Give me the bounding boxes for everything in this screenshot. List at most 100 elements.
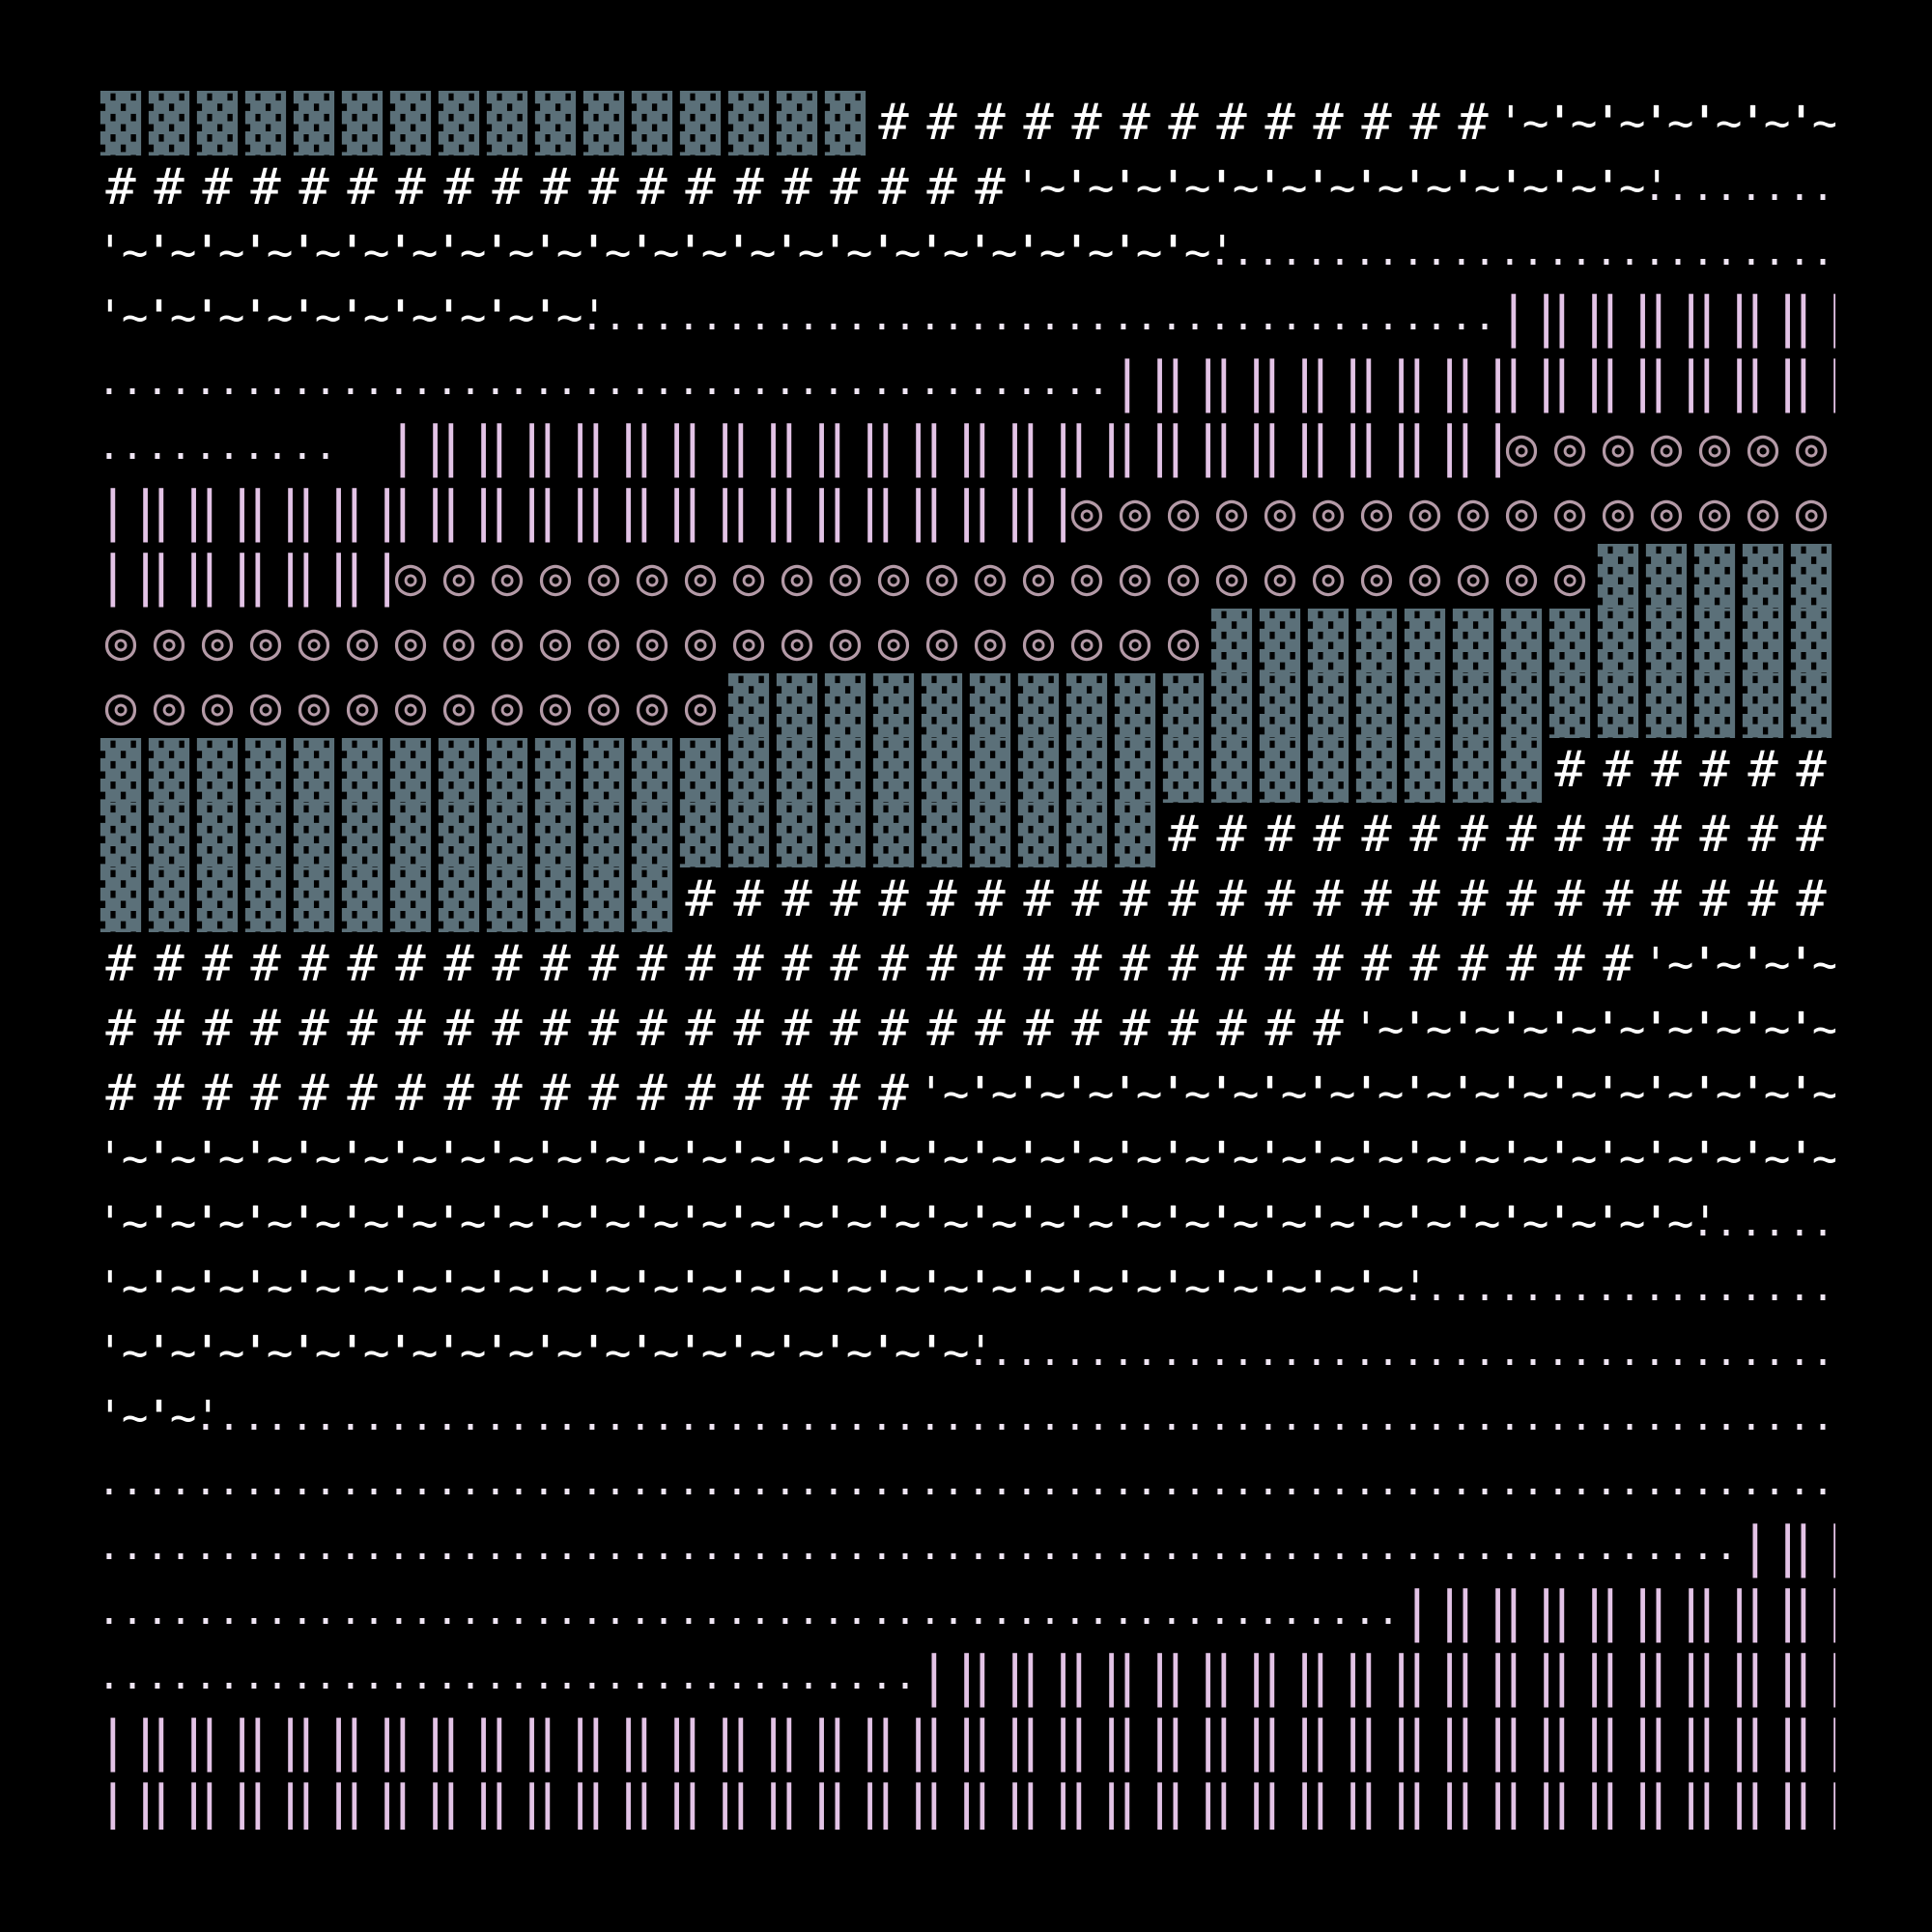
hash-glyph: #	[975, 158, 1006, 216]
bars-glyph: ||	[1111, 415, 1177, 478]
dots-glyph: ..	[386, 1395, 435, 1439]
block-glyph: ▓	[438, 91, 480, 156]
tilde-glyph: '~'	[773, 226, 849, 278]
dots-glyph: ..	[676, 1524, 724, 1569]
dots-glyph: ..	[435, 1524, 483, 1569]
dots-glyph: ..	[1304, 1395, 1352, 1439]
block-glyph: ▓	[631, 91, 673, 156]
dots-glyph: ..	[193, 1460, 242, 1504]
tilde-glyph: '~'	[1497, 97, 1574, 149]
tilde-glyph: '~'	[1159, 1132, 1236, 1184]
hash-glyph: #	[637, 935, 668, 993]
hash-glyph: #	[540, 1000, 571, 1058]
tilde-glyph: '~'	[1690, 1003, 1767, 1055]
dots-glyph: ..	[483, 1524, 531, 1569]
block-glyph: ▓	[293, 803, 335, 867]
glyph-row: ........................................…	[97, 1515, 1835, 1579]
bars-glyph: ||	[1497, 1645, 1563, 1708]
block-glyph: ▓	[824, 738, 867, 803]
dots-glyph: ..	[1739, 1330, 1787, 1375]
bars-glyph: ||	[1642, 1710, 1708, 1773]
bars-glyph: ||	[1546, 1775, 1611, 1830]
tilde-glyph: '~'	[869, 1326, 946, 1378]
bars-glyph: ||	[1111, 1775, 1177, 1830]
dots-glyph: ..	[821, 1395, 869, 1439]
rings-glyph: ◎	[153, 611, 185, 671]
dots-glyph: ..	[1497, 1395, 1546, 1439]
bars-glyph: ||	[386, 480, 452, 543]
tilde-glyph: '~'	[483, 1262, 559, 1314]
bars-glyph: ||	[1787, 1775, 1835, 1830]
bars-glyph: ||	[1739, 1775, 1804, 1830]
dots-glyph: ..	[1401, 1330, 1449, 1375]
hash-glyph: #	[1361, 94, 1392, 152]
rings-glyph: ◎	[636, 546, 668, 607]
tilde-glyph: '~'	[1014, 161, 1091, 213]
hash-glyph: #	[1168, 806, 1199, 864]
block-glyph: ▓	[148, 803, 190, 867]
hash-glyph: #	[926, 94, 957, 152]
block-glyph: ▓	[1307, 609, 1350, 673]
dots-glyph: ..	[821, 1654, 869, 1698]
hash-glyph: #	[685, 935, 716, 993]
dots-glyph: ..	[338, 1395, 386, 1439]
block-glyph: ▓	[438, 867, 480, 932]
tilde-glyph: '~'	[1063, 161, 1139, 213]
glyph-row: || || || || || || || || || || || || || || || || || || || ||…	[97, 479, 1835, 544]
block-glyph: ▓	[196, 803, 239, 867]
rings-glyph: ◎	[394, 546, 427, 607]
block-glyph: ▓	[1693, 544, 1736, 609]
block-glyph: ▓	[824, 91, 867, 156]
hash-glyph: #	[1313, 806, 1344, 864]
bars-glyph: ||	[1690, 351, 1756, 413]
dots-glyph: ..	[1594, 1524, 1642, 1569]
block-glyph: ▓	[1210, 609, 1253, 673]
dots-glyph: ..	[97, 1524, 145, 1569]
block-glyph: ▓	[1597, 544, 1639, 609]
bars-glyph: ||	[1690, 286, 1756, 349]
block-glyph: ▓	[244, 91, 287, 156]
block-glyph: ▓	[1790, 609, 1833, 673]
tilde-glyph: '~'	[531, 1197, 608, 1249]
tilde-glyph: '~'	[1739, 1132, 1815, 1184]
hash-glyph: #	[1409, 94, 1440, 152]
hash-glyph: #	[1216, 870, 1247, 928]
block-glyph: ▓	[244, 803, 287, 867]
dots-glyph: ..	[1739, 230, 1787, 274]
bars-glyph: ||	[1642, 1645, 1708, 1708]
tilde-glyph: '~'	[531, 1262, 608, 1314]
block-glyph: ▓	[1404, 609, 1446, 673]
hash-glyph: #	[588, 935, 619, 993]
tilde-glyph: '~'	[1497, 1067, 1574, 1120]
hash-glyph: #	[1313, 94, 1344, 152]
tilde-glyph: '~'	[193, 1326, 270, 1378]
bars-glyph: ||	[1208, 1645, 1273, 1708]
bars-glyph: ||	[1690, 1580, 1756, 1643]
rings-glyph: ◎	[1215, 481, 1248, 542]
tilde-glyph: '~'	[386, 1262, 463, 1314]
dots-glyph: ..	[724, 295, 773, 339]
tilde-glyph: '~'	[1690, 97, 1767, 149]
tilde-glyph: '~'	[435, 291, 511, 343]
hash-glyph: #	[1554, 935, 1585, 993]
tilde-glyph: '~'	[1594, 1067, 1670, 1120]
block-glyph: ▓	[341, 738, 384, 803]
hash-glyph: #	[975, 1000, 1006, 1058]
bars-glyph: ||	[1594, 351, 1660, 413]
dots-glyph: ..	[821, 1524, 869, 1569]
bars-glyph: ||	[1304, 1775, 1370, 1830]
hash-glyph: #	[1458, 870, 1489, 928]
dots-glyph: ..	[918, 1524, 966, 1569]
tilde-glyph: '~'	[338, 226, 414, 278]
bars-glyph: ||	[1111, 351, 1177, 413]
bars-glyph: ||	[1787, 1516, 1835, 1578]
bars-glyph: ||	[1208, 351, 1273, 413]
bars-glyph: ||	[966, 1645, 1032, 1708]
bars-glyph: ||	[628, 415, 694, 478]
block-glyph: ▓	[582, 738, 625, 803]
rings-glyph: ◎	[249, 675, 282, 736]
hash-glyph: #	[1216, 935, 1247, 993]
bars-glyph: ||	[1787, 1710, 1835, 1773]
block-glyph: ▓	[486, 738, 528, 803]
block-glyph: ▓	[1307, 738, 1350, 803]
